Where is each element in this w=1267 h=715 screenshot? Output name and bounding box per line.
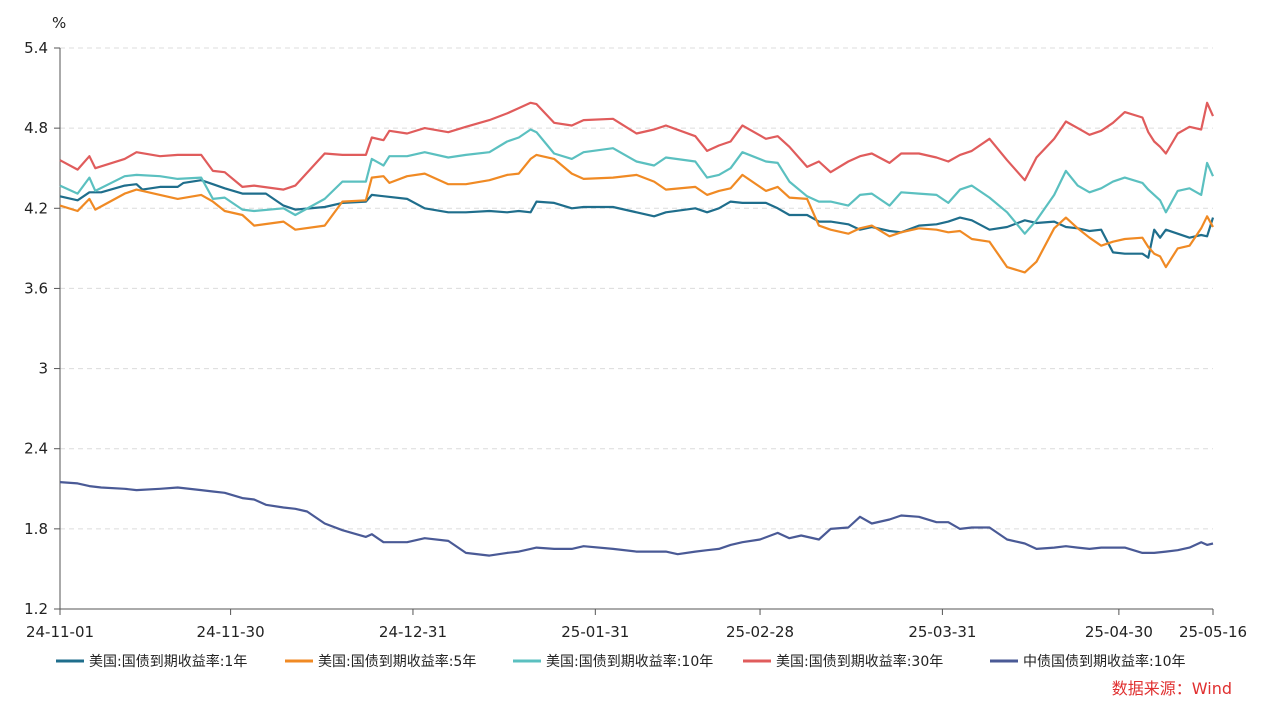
axes [59, 48, 1213, 610]
y-tick-label: 1.2 [24, 600, 48, 618]
x-tick-label: 24-12-31 [379, 623, 447, 641]
x-tick-label: 24-11-01 [26, 623, 94, 641]
y-tick-label: 4.2 [24, 199, 48, 217]
series-line-5 [59, 481, 1214, 557]
x-tick-label: 25-03-31 [908, 623, 976, 641]
x-axis-ticks: 24-11-01 24-11-30 24-12-31 25-01-31 25-02-28… [26, 609, 1247, 641]
series-line-2 [59, 153, 1214, 274]
legend-label: 美国:国债到期收益率:1年 [89, 653, 247, 670]
series-lines [59, 101, 1215, 557]
grid [60, 47, 1213, 530]
x-tick-label: 25-01-31 [561, 623, 629, 641]
legend-label: 美国:国债到期收益率:10年 [546, 653, 713, 670]
y-axis-ticks: 5.4 4.8 4.2 3.6 3 2.4 1.8 1.2 [24, 39, 60, 618]
y-tick-label: 4.8 [24, 119, 48, 137]
y-unit-label: % [52, 14, 66, 32]
legend-label: 美国:国债到期收益率:5年 [318, 653, 476, 670]
y-tick-label: 3 [38, 360, 48, 378]
series-line-1 [59, 179, 1215, 259]
series-line-4 [59, 101, 1215, 191]
x-tick-label: 25-05-16 [1179, 623, 1247, 641]
y-tick-label: 1.8 [24, 520, 48, 538]
y-tick-label: 2.4 [24, 440, 48, 458]
legend: 美国:国债到期收益率:1年 美国:国债到期收益率:5年 美国:国债到期收益率:10年… [56, 653, 1186, 670]
x-tick-label: 24-11-30 [197, 623, 265, 641]
legend-label: 美国:国债到期收益率:30年 [776, 653, 943, 670]
y-tick-label: 5.4 [24, 39, 48, 57]
source-note: 数据来源：Wind [1112, 679, 1232, 698]
series-line-3 [59, 128, 1215, 235]
x-tick-label: 25-04-30 [1085, 623, 1153, 641]
x-tick-label: 25-02-28 [726, 623, 794, 641]
y-tick-label: 3.6 [24, 279, 48, 297]
legend-label: 中债国债到期收益率:10年 [1023, 653, 1186, 670]
